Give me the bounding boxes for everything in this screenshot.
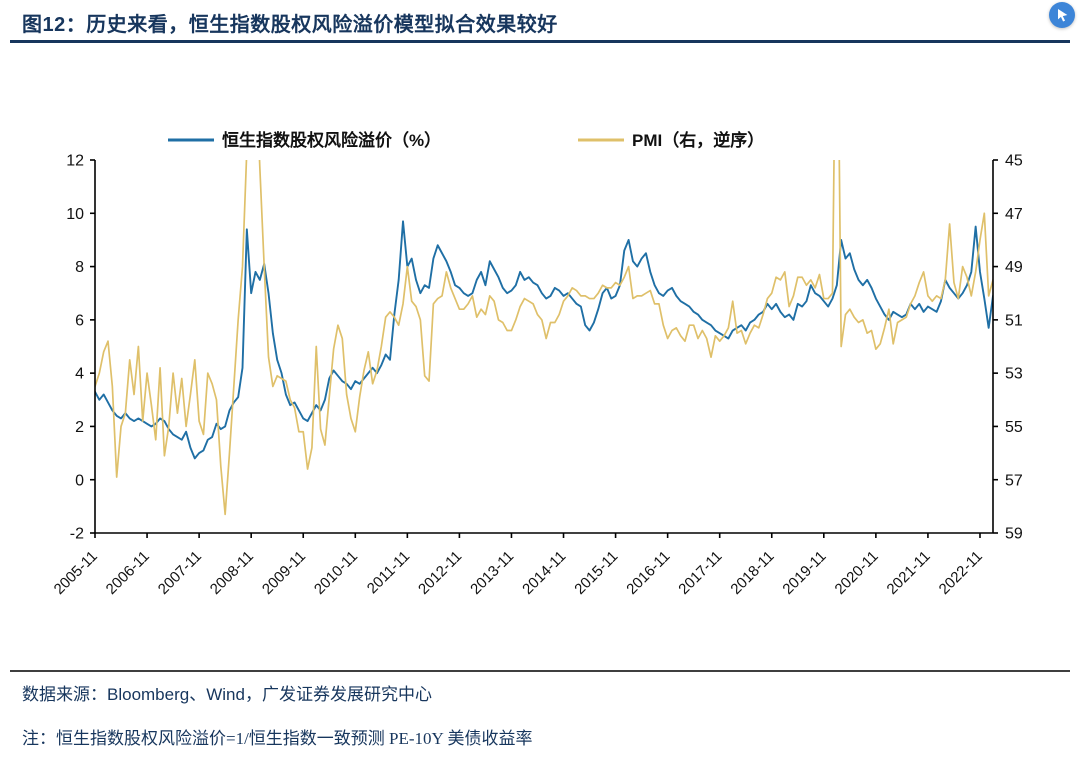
x-axis-tick-label: 2008-11	[207, 548, 257, 598]
x-axis-tick-label: 2013-11	[467, 548, 517, 598]
data-source: 数据来源：Bloomberg、Wind，广发证券发展研究中心	[22, 685, 432, 704]
legend-erp-label: 恒生指数股权风险溢价（%）	[222, 130, 441, 150]
x-axis-tick-label: 2015-11	[571, 548, 621, 598]
x-axis-tick-label: 2012-11	[415, 548, 465, 598]
x-axis-tick-label: 2005-11	[51, 548, 101, 598]
right-axis-tick-label: 45	[1005, 153, 1023, 170]
left-axis-tick-label: 0	[75, 472, 84, 489]
left-axis-tick-label: 6	[75, 312, 84, 329]
left-axis-tick-label: 10	[66, 206, 84, 223]
x-axis-tick-label: 2011-11	[364, 548, 413, 597]
figure-note: 注：恒生指数股权风险溢价=1/恒生指数一致预测 PE-10Y 美债收益率	[22, 729, 533, 748]
erp-pmi-chart: 12 10 8 6 4 2 0 -2 45 47 49 51 53 55 57 59 2005-11 2006-1…	[0, 85, 1080, 685]
right-axis-tick-label: 51	[1005, 312, 1023, 329]
cursor-icon	[1058, 9, 1068, 22]
x-axis-tick-label: 2017-11	[675, 548, 725, 598]
x-axis-tick-label: 2006-11	[103, 548, 153, 598]
footer-divider	[10, 670, 1070, 672]
erp-series-line	[95, 220, 993, 460]
title-divider	[10, 40, 1070, 43]
left-axis-tick-label: 2	[75, 419, 84, 436]
legend-pmi-label: PMI（右，逆序）	[632, 130, 764, 150]
chart-svg: 12 10 8 6 4 2 0 -2 45 47 49 51 53 55 57 59 2005-11 2006-1…	[51, 130, 1023, 598]
pmi-series-line	[95, 160, 993, 516]
right-axis-tick-label: 49	[1005, 259, 1023, 276]
x-axis-tick-label: 2020-11	[832, 548, 882, 598]
x-axis-tick-label: 2016-11	[623, 548, 673, 598]
left-axis-tick-label: 4	[75, 366, 84, 383]
x-axis-tick-label: 2014-11	[519, 548, 569, 598]
right-axis-tick-label: 59	[1005, 526, 1023, 543]
x-axis-tick-label: 2009-11	[259, 548, 309, 598]
x-axis-tick-label: 2010-11	[311, 548, 361, 598]
right-axis-tick-label: 57	[1005, 472, 1023, 489]
x-axis-tick-label: 2022-11	[936, 548, 986, 598]
left-axis-tick-label: 12	[66, 153, 84, 170]
right-axis-tick-label: 55	[1005, 419, 1023, 436]
left-axis-tick-label: 8	[75, 259, 84, 276]
x-axis-tick-label: 2021-11	[884, 548, 934, 598]
floating-widget-icon[interactable]	[1049, 2, 1075, 28]
figure-title: 图12：历史来看，恒生指数股权风险溢价模型拟合效果较好	[22, 14, 558, 36]
x-axis-tick-label: 2007-11	[155, 548, 205, 598]
x-axis-tick-label: 2018-11	[727, 548, 777, 598]
x-axis-tick-label: 2019-11	[779, 548, 829, 598]
right-axis-tick-label: 47	[1005, 206, 1023, 223]
left-axis-tick-label: -2	[70, 526, 84, 543]
right-axis-tick-label: 53	[1005, 366, 1023, 383]
